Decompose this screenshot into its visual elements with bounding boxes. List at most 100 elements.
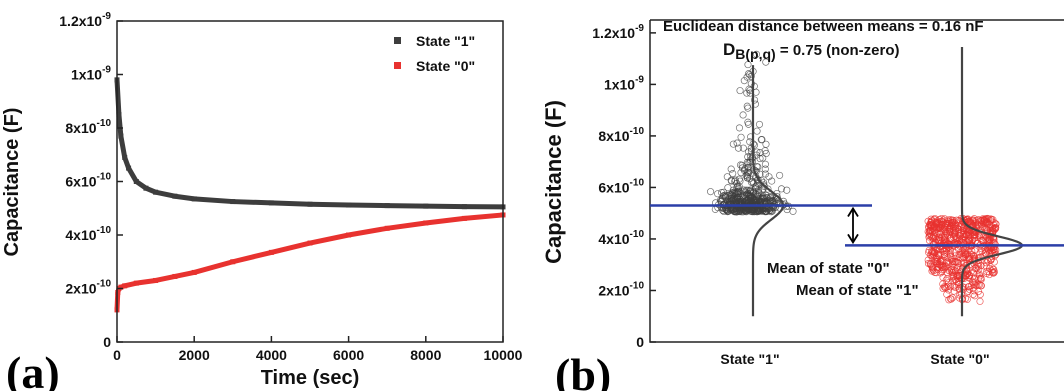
data-point-state0 — [982, 235, 990, 243]
data-point-state1 — [746, 196, 754, 204]
data-point-state1 — [739, 192, 747, 200]
data-point-state1 — [727, 176, 735, 184]
data-point-state0 — [940, 283, 948, 291]
data-point-state0 — [938, 266, 946, 274]
data-point-state0 — [928, 222, 936, 230]
data-point-state1 — [733, 194, 741, 202]
data-point-state1 — [776, 171, 784, 179]
bhattacharyya-annotation: DB(p,q) = 0.75 (non-zero) — [723, 40, 900, 62]
data-point-state0 — [118, 284, 124, 290]
data-point-state1 — [739, 111, 747, 119]
y-tick-label: 0 — [103, 334, 111, 350]
data-point-state0 — [990, 269, 998, 277]
data-point-state1 — [725, 195, 734, 203]
data-point-state1 — [126, 165, 132, 171]
data-point-state1 — [744, 61, 752, 69]
data-point-state0 — [992, 246, 1000, 254]
data-point-state1 — [735, 124, 744, 132]
data-point-state0 — [988, 215, 996, 223]
data-point-state0 — [939, 273, 947, 281]
data-point-state0 — [984, 215, 992, 223]
y-tick-label: 6x10-10 — [65, 172, 111, 190]
data-point-state1 — [767, 208, 775, 216]
data-point-state0 — [929, 248, 937, 256]
chart-a-legend: State "1" State "0" — [394, 33, 475, 74]
data-point-state0 — [968, 278, 977, 286]
data-point-state1 — [752, 181, 761, 190]
data-point-state0 — [926, 226, 934, 234]
data-point-state0 — [948, 294, 957, 302]
y-tick-label: 6x10-10 — [598, 177, 644, 195]
data-point-state0 — [944, 217, 952, 225]
data-point-state1 — [747, 178, 756, 186]
data-point-state1 — [735, 187, 743, 195]
x-tick-label: 0 — [113, 347, 121, 363]
data-point-state1 — [744, 120, 753, 128]
data-point-state0 — [945, 261, 953, 269]
chart-b-ticks: 0 2x10-10 4x10-10 6x10-10 8x10-10 1x10-9 1.2x1… — [592, 23, 656, 350]
data-point-state0 — [153, 277, 159, 283]
data-point-state1 — [761, 160, 769, 168]
data-point-state0 — [938, 220, 946, 228]
data-point-state1 — [744, 104, 752, 112]
data-point-state0 — [931, 233, 939, 241]
data-point-state0 — [943, 283, 951, 291]
series-line-state0 — [114, 212, 504, 311]
data-point-state0 — [133, 280, 139, 286]
chart-a-xlabel: Time (sec) — [261, 367, 360, 389]
data-point-state0 — [461, 215, 467, 221]
legend-label-state1: State "1" — [416, 33, 475, 49]
category-label-state1: State "1" — [720, 351, 779, 367]
data-point-state1 — [739, 144, 747, 152]
y-tick-label: 4x10-10 — [598, 229, 644, 247]
data-point-state0 — [230, 259, 236, 265]
data-point-state0 — [935, 233, 943, 241]
data-point-state1 — [754, 196, 762, 205]
chart-a-ticks: 0 2000 4000 6000 8000 10000 0 2x10-10 4x10-10 6x1… — [59, 11, 522, 363]
data-point-state1 — [746, 194, 754, 202]
data-point-state0 — [384, 225, 390, 231]
data-point-state0 — [268, 249, 274, 255]
data-point-state1 — [729, 169, 737, 178]
x-tick-label: 2000 — [179, 347, 210, 363]
data-point-state0 — [990, 268, 998, 276]
data-point-state1 — [737, 133, 745, 141]
data-point-state0 — [955, 253, 964, 261]
data-point-state0 — [951, 275, 960, 284]
data-point-state1 — [760, 182, 768, 190]
data-point-state0 — [963, 269, 972, 278]
data-point-state0 — [981, 249, 989, 257]
data-point-state1 — [777, 185, 786, 193]
data-point-state0 — [952, 224, 960, 232]
data-point-state0 — [938, 263, 946, 271]
data-point-state1 — [744, 70, 753, 78]
chart-b-distributions — [751, 47, 1024, 317]
data-point-state0 — [955, 225, 963, 233]
data-point-state1 — [118, 133, 124, 139]
data-point-state1 — [759, 193, 767, 201]
data-point-state0 — [346, 232, 352, 238]
data-point-state1 — [747, 195, 755, 203]
data-point-state0 — [939, 247, 947, 255]
data-point-state0 — [970, 252, 978, 260]
data-point-state1 — [731, 176, 739, 184]
data-point-state0 — [935, 229, 943, 237]
data-point-state0 — [972, 219, 980, 227]
data-point-state0 — [964, 287, 972, 295]
data-point-state0 — [985, 247, 993, 255]
data-point-state0 — [423, 220, 429, 226]
data-point-state0 — [946, 295, 954, 303]
data-point-state0 — [945, 296, 953, 304]
data-point-state0 — [122, 283, 128, 289]
y-tick-label: 4x10-10 — [65, 225, 111, 243]
data-point-state0 — [925, 248, 933, 256]
x-tick-label: 4000 — [256, 347, 287, 363]
data-point-state1 — [732, 191, 740, 199]
data-point-state1 — [757, 195, 766, 203]
chart-b: 0 2x10-10 4x10-10 6x10-10 8x10-10 1x10-9 1.2x1… — [541, 18, 1064, 391]
data-point-state1 — [750, 96, 759, 104]
y-tick-label: 2x10-10 — [598, 280, 644, 298]
data-point-state0 — [980, 217, 989, 225]
panel-label-a: (a) — [6, 347, 60, 391]
